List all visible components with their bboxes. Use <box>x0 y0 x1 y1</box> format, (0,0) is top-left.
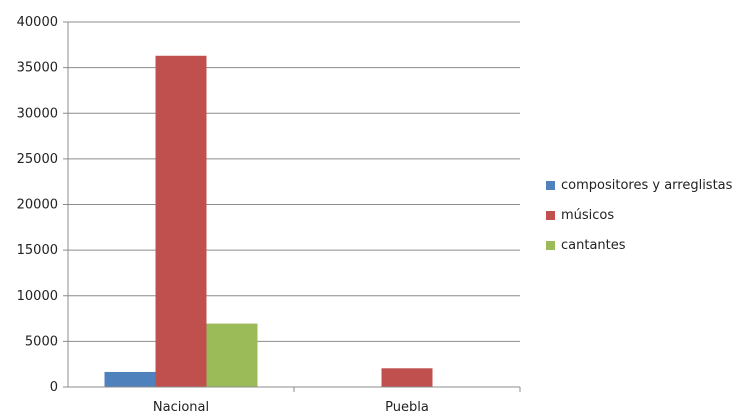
bar-nacional-1 <box>104 371 156 387</box>
bar-nacional-2 <box>155 55 207 387</box>
gridlines <box>63 21 520 388</box>
legend: compositores y arreglistas músicos cantant… <box>546 178 733 253</box>
y-tick-label: 30000 <box>17 106 58 121</box>
y-tick-label: 0 <box>50 380 58 395</box>
y-axis-tick-labels: 0 5000 10000 15000 20000 25000 30000 35000 40000 <box>17 15 58 395</box>
legend-swatch <box>546 241 555 250</box>
bar-nacional-3 <box>206 323 258 387</box>
y-tick-label: 25000 <box>17 152 58 167</box>
x-category-label: Puebla <box>385 400 429 414</box>
y-tick-label: 40000 <box>17 15 58 30</box>
legend-label: músicos <box>561 208 614 223</box>
bar-puebla-2 <box>381 368 433 387</box>
axes <box>67 22 521 392</box>
legend-swatch <box>546 211 555 220</box>
y-tick-label: 20000 <box>17 198 58 213</box>
x-axis-category-labels: Nacional Puebla <box>153 400 429 414</box>
legend-swatch <box>546 181 555 190</box>
y-tick-label: 35000 <box>17 61 58 76</box>
x-category-label: Nacional <box>153 400 209 414</box>
y-tick-label: 10000 <box>17 289 58 304</box>
y-tick-label: 5000 <box>25 334 58 349</box>
legend-label: compositores y arreglistas <box>561 178 733 193</box>
y-tick-label: 15000 <box>17 243 58 258</box>
bars <box>104 55 433 387</box>
legend-label: cantantes <box>561 238 626 253</box>
